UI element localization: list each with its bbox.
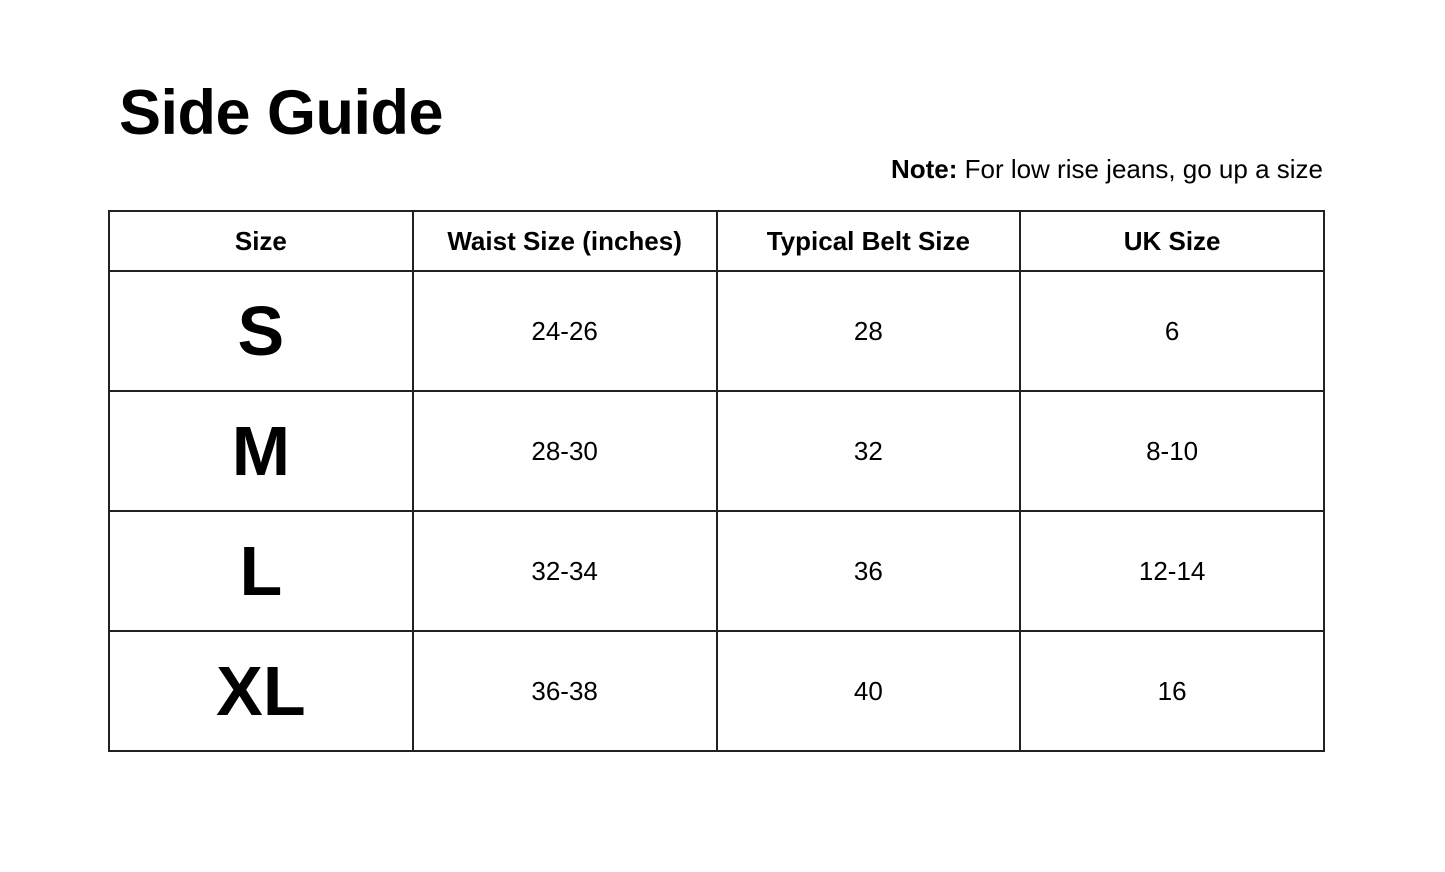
note-text: For low rise jeans, go up a size bbox=[957, 154, 1323, 184]
table-row: M 28-30 32 8-10 bbox=[108, 390, 1325, 512]
uk-cell: 12-14 bbox=[1019, 510, 1325, 632]
size-cell: M bbox=[108, 390, 414, 512]
waist-cell: 36-38 bbox=[411, 630, 718, 752]
size-cell: XL bbox=[108, 630, 414, 752]
header-belt-size: Typical Belt Size bbox=[715, 210, 1022, 272]
waist-cell: 32-34 bbox=[411, 510, 718, 632]
size-cell: L bbox=[108, 510, 414, 632]
size-cell: S bbox=[108, 270, 414, 392]
table-row: XL 36-38 40 16 bbox=[108, 630, 1325, 752]
header-size: Size bbox=[108, 210, 414, 272]
belt-cell: 40 bbox=[715, 630, 1022, 752]
waist-cell: 28-30 bbox=[411, 390, 718, 512]
belt-cell: 32 bbox=[715, 390, 1022, 512]
uk-cell: 8-10 bbox=[1019, 390, 1325, 512]
table-row: S 24-26 28 6 bbox=[108, 270, 1325, 392]
belt-cell: 36 bbox=[715, 510, 1022, 632]
belt-cell: 28 bbox=[715, 270, 1022, 392]
size-table: Size Waist Size (inches) Typical Belt Si… bbox=[108, 210, 1325, 752]
header-uk-size: UK Size bbox=[1019, 210, 1325, 272]
table-row: L 32-34 36 12-14 bbox=[108, 510, 1325, 632]
waist-cell: 24-26 bbox=[411, 270, 718, 392]
size-note: Note: For low rise jeans, go up a size bbox=[891, 156, 1323, 182]
page-title: Side Guide bbox=[119, 78, 444, 148]
uk-cell: 16 bbox=[1019, 630, 1325, 752]
header-waist-size: Waist Size (inches) bbox=[411, 210, 718, 272]
note-label: Note: bbox=[890, 154, 958, 184]
uk-cell: 6 bbox=[1019, 270, 1325, 392]
table-header-row: Size Waist Size (inches) Typical Belt Si… bbox=[108, 210, 1325, 272]
